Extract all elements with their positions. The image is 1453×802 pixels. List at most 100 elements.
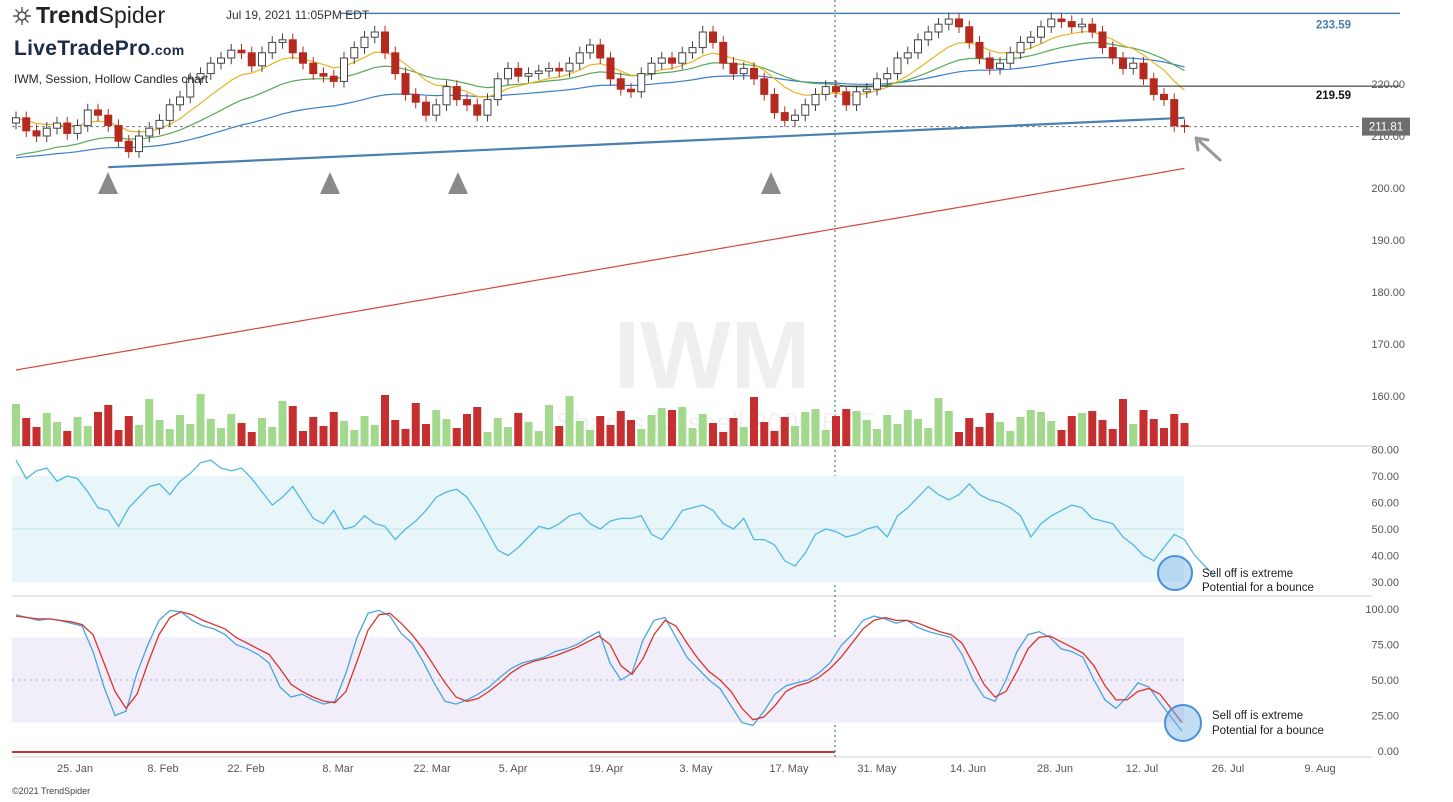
volume-bar [575, 421, 584, 446]
volume-bar [1160, 428, 1168, 446]
volume-bar [811, 409, 820, 446]
volume-bar [483, 432, 492, 446]
triangle-up-icon [98, 172, 118, 194]
volume-bar [463, 414, 471, 446]
volume-bar [739, 427, 748, 446]
rsi-axis-label: 70.00 [1371, 471, 1399, 483]
candle-up [637, 73, 646, 93]
volume-bar [94, 412, 102, 446]
volume-bar [698, 414, 707, 446]
stoch-axis-label: 0.00 [1378, 746, 1399, 758]
volume-bar [688, 428, 697, 446]
candle-up [196, 73, 205, 80]
volume-bar [534, 431, 543, 446]
volume-bar [1016, 417, 1025, 446]
volume-bar [370, 425, 379, 446]
volume-bar [32, 427, 41, 446]
volume-bar [770, 431, 779, 446]
volume-bar [821, 430, 830, 446]
volume-bar [1119, 399, 1127, 446]
candle-down [965, 26, 974, 43]
candle-down [411, 93, 420, 103]
candle-up [206, 62, 215, 75]
volume-bar [709, 423, 717, 446]
volume-bar [165, 429, 174, 446]
candle-up [934, 23, 943, 33]
volume-bar [627, 420, 635, 446]
highlight-circle [1164, 704, 1202, 742]
volume-bar [514, 413, 523, 446]
price-axis-label: 220.00 [1371, 79, 1405, 91]
volume-bar [391, 420, 400, 446]
triangle-up-icon [761, 172, 781, 194]
price-axis-label: 200.00 [1371, 183, 1405, 195]
candle-up [53, 122, 61, 129]
volume-bar [329, 412, 338, 446]
volume-bar [452, 428, 461, 446]
volume-bar [104, 405, 113, 446]
candle-down [1149, 78, 1158, 95]
candle-up [565, 62, 574, 72]
candle-up [12, 117, 20, 124]
volume-bar [1037, 412, 1045, 446]
candle-up [1016, 41, 1025, 54]
ma-long-line [15, 167, 1185, 371]
support-level-label: 219.59 [1316, 90, 1351, 102]
volume-bar [1067, 416, 1076, 446]
candle-down [555, 67, 564, 72]
rsi-note-line2: Potential for a bounce [1202, 582, 1314, 594]
volume-bar [381, 395, 389, 446]
volume-bar [893, 424, 902, 446]
price-axis-label: 190.00 [1371, 235, 1405, 247]
watermark-symbol: IWM [613, 302, 810, 409]
rsi-axis-label: 40.00 [1371, 551, 1399, 563]
volume-bar [176, 415, 184, 446]
triangle-up-icon [448, 172, 468, 194]
volume-bar [12, 404, 20, 446]
candle-down [463, 99, 471, 106]
volume-bar [1149, 419, 1158, 446]
volume-bar [22, 418, 31, 446]
volume-bar [299, 431, 307, 446]
date-axis-label: 26. Jul [1212, 763, 1244, 775]
brand-name-light: Spider [98, 2, 166, 28]
volume-bar [596, 416, 605, 446]
ascending-trendline [108, 116, 1185, 169]
volume-bar [493, 418, 502, 446]
volume-bar [258, 418, 266, 446]
volume-bar [668, 410, 676, 446]
candle-up [340, 57, 348, 82]
copyright: ©2021 TrendSpider [12, 786, 91, 796]
candle-down [1108, 47, 1117, 59]
candle-up [688, 47, 697, 54]
volume-bar [1047, 421, 1056, 446]
stoch-note-line2: Potential for a bounce [1212, 725, 1324, 737]
volume-bar [780, 417, 789, 446]
candle-down [104, 114, 113, 127]
candle-up [873, 78, 881, 90]
stoch-axis-label: 50.00 [1371, 675, 1399, 687]
candle-up [893, 57, 902, 75]
candle-up [914, 39, 922, 54]
volume-bar [237, 423, 246, 446]
chart-timestamp: Jul 19, 2021 11:05PM EDT [226, 8, 370, 22]
candle-up [83, 109, 92, 127]
volume-bar [565, 396, 574, 446]
candle-up [647, 62, 656, 75]
candle-up [1006, 52, 1015, 64]
volume-bar [504, 427, 512, 446]
volume-bar [606, 425, 615, 446]
volume-bar [1088, 411, 1097, 446]
candle-up [924, 31, 933, 41]
volume-bar [124, 416, 133, 446]
volume-bar [473, 407, 482, 446]
candle-down [32, 130, 41, 137]
chart-description: IWM, Session, Hollow Candles chart [14, 72, 209, 86]
candle-up [258, 52, 266, 67]
stoch-band [12, 637, 1184, 723]
candle-up [227, 49, 236, 59]
volume-bar [442, 419, 451, 446]
candle-down [770, 93, 779, 114]
volume-bar [1078, 413, 1086, 446]
candle-up [432, 104, 441, 116]
